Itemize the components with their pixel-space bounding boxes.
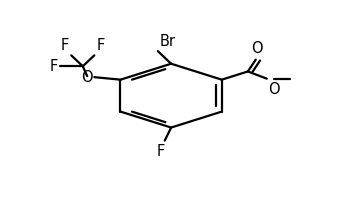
Text: F: F bbox=[61, 38, 69, 53]
Text: F: F bbox=[96, 38, 105, 53]
Text: O: O bbox=[269, 82, 280, 97]
Text: O: O bbox=[81, 70, 93, 85]
Text: F: F bbox=[157, 144, 165, 159]
Text: O: O bbox=[251, 41, 262, 56]
Text: F: F bbox=[49, 59, 58, 74]
Text: Br: Br bbox=[159, 34, 176, 49]
